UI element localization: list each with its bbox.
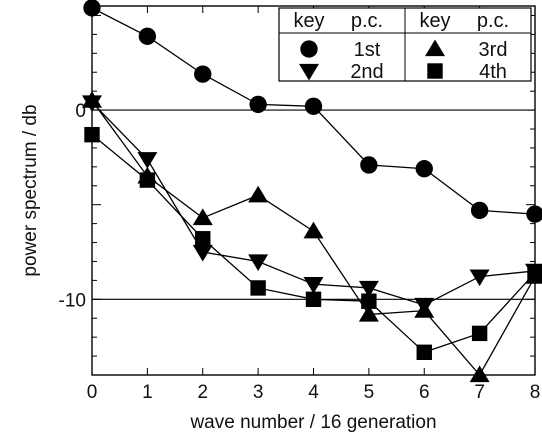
legend-header-cell: p.c.: [351, 10, 383, 32]
x-tick-label: 2: [197, 382, 208, 403]
data-point: [248, 185, 269, 203]
data-point: [416, 344, 432, 360]
x-tick-label: 5: [364, 382, 375, 403]
data-point: [195, 231, 211, 247]
x-tick-label: 7: [474, 382, 485, 403]
data-point: [82, 91, 102, 108]
data-point: [250, 280, 266, 296]
data-point: [414, 301, 435, 318]
data-point: [303, 221, 324, 239]
legend-marker: [300, 40, 318, 58]
series-line-4: [91, 134, 536, 354]
data-point: [83, 0, 101, 17]
x-tick-label: 3: [253, 382, 264, 403]
data-point: [137, 152, 158, 169]
legend-marker: [299, 63, 319, 81]
data-point: [526, 205, 542, 223]
data-point: [192, 244, 213, 262]
series-1: [83, 0, 542, 223]
x-tick-label: 4: [308, 382, 319, 403]
data-point: [192, 208, 213, 226]
legend-header-cell: p.c.: [477, 10, 509, 32]
legend-header-cell: key: [419, 10, 450, 32]
data-point: [304, 97, 323, 115]
data-point: [527, 265, 542, 281]
x-tick-label: 0: [87, 382, 98, 403]
legend-entry-label: 3rd: [479, 39, 508, 61]
y-tick-label: 0: [75, 101, 86, 122]
legend-marker: [427, 63, 443, 79]
legend-entry-label: 4th: [479, 61, 507, 83]
x-tick-label: 1: [142, 382, 153, 403]
data-point: [84, 126, 100, 143]
y-tick-label: -10: [59, 290, 86, 311]
legend-entry-label: 2nd: [350, 61, 383, 83]
data-point: [249, 95, 267, 114]
data-point: [305, 291, 322, 308]
data-point: [248, 254, 269, 271]
x-axis-label: wave number / 16 generation: [189, 412, 436, 433]
data-point: [138, 27, 157, 45]
data-point: [415, 160, 433, 178]
legend-entry-label: 1st: [354, 39, 381, 61]
data-point: [360, 156, 378, 174]
x-tick-label: 8: [530, 382, 541, 403]
data-point: [194, 65, 212, 83]
data-point: [303, 277, 324, 294]
series-4: [84, 126, 542, 360]
data-point: [469, 365, 490, 383]
axes: 0 1 2 3 4 5 6 7 8 0 -10: [59, 5, 541, 403]
data-point: [361, 293, 377, 309]
data-point: [358, 280, 379, 298]
series-layer: [82, 0, 542, 383]
series-line-2: [91, 102, 536, 306]
data-point: [470, 201, 489, 220]
data-point: [358, 304, 379, 322]
data-point: [471, 325, 488, 342]
x-tick-label: 6: [419, 382, 430, 403]
data-point: [469, 269, 490, 287]
legend-marker: [425, 39, 445, 57]
y-axis-label: power spectrum / db: [20, 104, 41, 276]
data-point: [139, 172, 156, 188]
legend-header-cell: key: [293, 10, 324, 32]
